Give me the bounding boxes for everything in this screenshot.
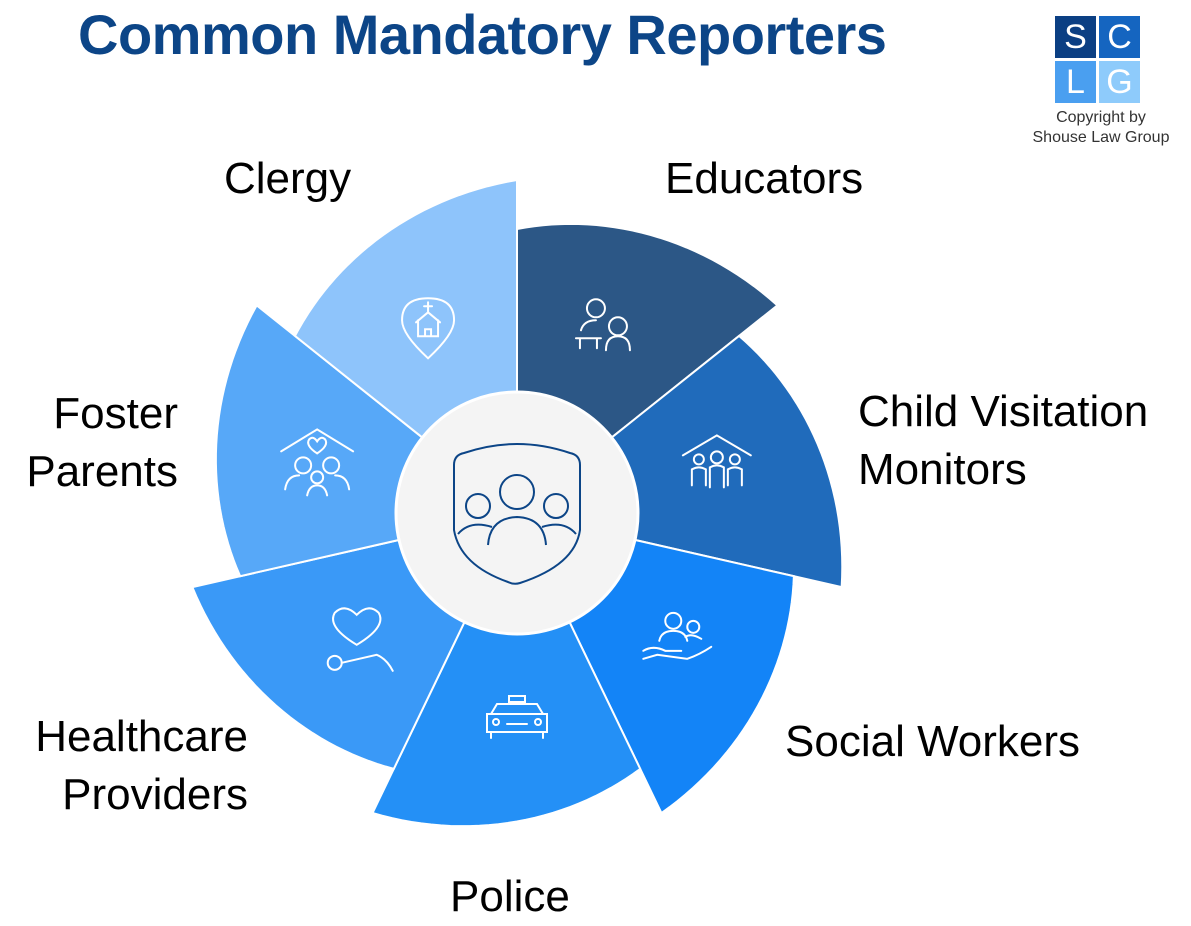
foster-family-icon	[280, 428, 355, 497]
segment-wedge	[293, 178, 518, 441]
label-child-visitation-monitors: Child Visitation Monitors	[858, 383, 1148, 499]
label-clergy: Clergy	[224, 154, 352, 203]
page-title: Common Mandatory Reporters	[78, 3, 887, 66]
segment-wedge	[214, 303, 426, 578]
copyright-line: Copyright by	[1056, 109, 1146, 126]
segment-wedge	[516, 222, 779, 441]
logo-cell: G	[1099, 61, 1140, 103]
logo-cell: L	[1055, 61, 1096, 103]
label-police: Police	[450, 872, 570, 921]
hand-people-icon	[642, 611, 713, 660]
label-healthcare-providers: Healthcare Providers	[8, 708, 248, 824]
logo-cell: C	[1099, 16, 1140, 58]
label-line: Healthcare	[35, 712, 248, 761]
label-line: Foster	[53, 389, 178, 438]
center-circle	[394, 390, 640, 636]
police-car-icon	[486, 695, 548, 739]
label-social-workers: Social Workers	[785, 717, 1081, 766]
copyright-text: Copyright by Shouse Law Group	[1020, 108, 1182, 148]
label-line: Child Visitation	[858, 387, 1149, 436]
shield-people-icon	[453, 443, 581, 585]
logo-cell: S	[1055, 16, 1096, 58]
family-house-icon	[681, 434, 752, 489]
label-line: Providers	[62, 770, 248, 819]
segment-wedge	[371, 618, 642, 828]
teacher-student-icon	[574, 298, 631, 352]
label-foster-parents: Foster Parents	[6, 385, 178, 501]
church-pin-icon	[401, 297, 456, 360]
label-educators: Educators	[665, 154, 864, 203]
label-line: Monitors	[858, 445, 1027, 494]
stethoscope-heart-icon	[326, 607, 394, 672]
label-line: Parents	[26, 447, 178, 496]
copyright-line: Shouse Law Group	[1032, 129, 1170, 146]
sclg-logo: S C L G	[1055, 16, 1140, 104]
segment-wedge	[190, 538, 467, 771]
segment-wedge	[608, 334, 844, 589]
segment-wedge	[567, 538, 795, 815]
